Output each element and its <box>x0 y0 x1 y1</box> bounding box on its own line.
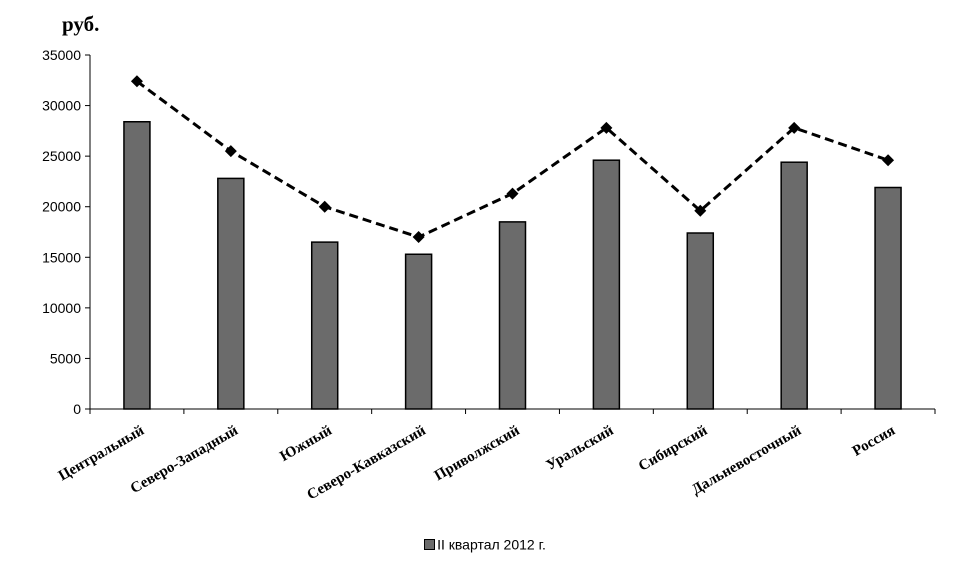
line-point <box>412 231 425 244</box>
bar <box>686 232 715 410</box>
line-point <box>506 187 519 200</box>
bar <box>123 121 151 410</box>
y-tick-label: 35000 <box>42 47 81 63</box>
x-tick-label: Сибирский <box>636 422 711 474</box>
y-unit-label: руб. <box>62 12 100 36</box>
line-point <box>130 75 143 88</box>
x-tick-label: Южный <box>277 422 335 465</box>
y-tick-label: 5000 <box>50 350 81 366</box>
bar <box>498 221 527 410</box>
legend: II квартал 2012 г. <box>0 535 970 552</box>
y-tick-label: 25000 <box>42 148 81 164</box>
x-tick-label: Уральский <box>544 422 617 473</box>
bar <box>217 177 245 410</box>
y-tick-label: 30000 <box>42 98 81 114</box>
legend-swatch <box>424 538 436 550</box>
line-point <box>882 154 895 167</box>
bar <box>310 241 339 410</box>
y-tick-label: 10000 <box>42 300 81 316</box>
y-tick-label: 0 <box>73 401 81 417</box>
bar <box>592 159 621 410</box>
legend-label: II квартал 2012 г. <box>437 536 546 553</box>
x-tick-label: Приволжский <box>432 422 523 484</box>
x-tick-label: Россия <box>850 423 898 460</box>
y-tick-label: 15000 <box>42 249 81 265</box>
line-point <box>600 121 613 134</box>
y-tick-label: 20000 <box>42 199 81 215</box>
line-point <box>788 121 801 134</box>
line-point <box>224 145 237 158</box>
bar <box>780 161 808 410</box>
bar <box>404 253 433 410</box>
bar <box>874 186 902 410</box>
x-tick-label: Центральный <box>56 422 147 484</box>
line-point <box>318 200 331 213</box>
series-line <box>136 80 889 239</box>
line-point <box>694 204 707 217</box>
